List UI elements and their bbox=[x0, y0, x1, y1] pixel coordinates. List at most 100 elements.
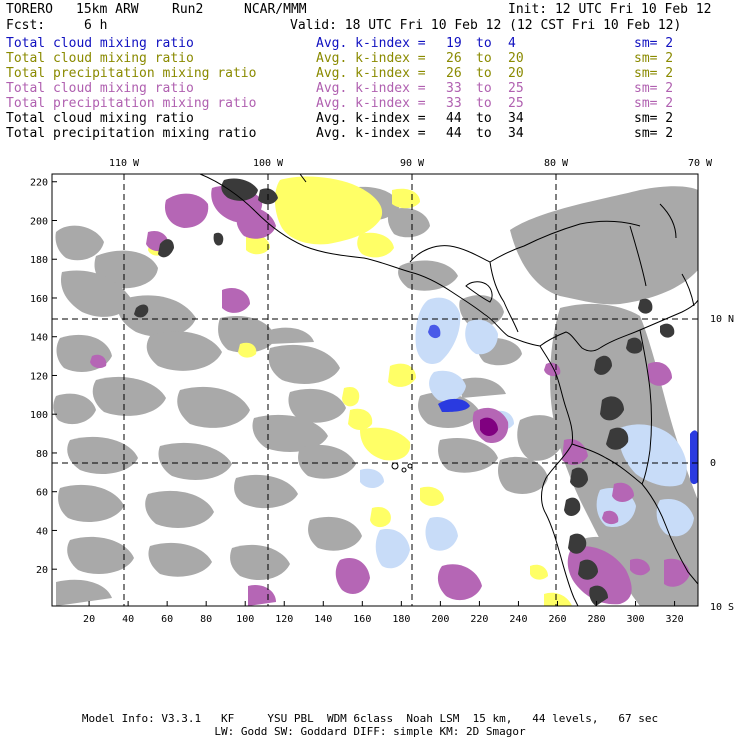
valid-time: Valid: 18 UTC Fri 10 Feb 12 (12 CST Fri … bbox=[290, 18, 682, 33]
legend-range-to: to bbox=[476, 66, 492, 81]
legend-range-high: 44 bbox=[446, 126, 462, 141]
dark-cloud-cores bbox=[134, 178, 675, 606]
run-label: Run2 bbox=[172, 2, 204, 17]
x-tick-label: 260 bbox=[548, 614, 566, 625]
lon-label: 80 W bbox=[544, 158, 569, 169]
legend-field-name: Total cloud mixing ratio bbox=[6, 51, 194, 66]
x-tick-label: 160 bbox=[353, 614, 371, 625]
legend-field-name: Total precipitation mixing ratio bbox=[6, 126, 257, 141]
legend-range-high: 44 bbox=[446, 111, 462, 126]
legend-range-low: 34 bbox=[508, 111, 524, 126]
x-tick-label: 120 bbox=[275, 614, 293, 625]
legend-range-to: to bbox=[476, 96, 492, 111]
legend-avg-label: Avg. k-index = bbox=[316, 66, 426, 81]
y-tick-label: 220 bbox=[30, 178, 48, 189]
x-tick-label: 100 bbox=[236, 614, 254, 625]
legend-range-high: 33 bbox=[446, 96, 462, 111]
y-tick-label: 100 bbox=[30, 410, 48, 421]
model-name: TORERO bbox=[6, 2, 53, 17]
x-tick-label: 20 bbox=[83, 614, 95, 625]
lat-label: 10 N bbox=[710, 314, 734, 325]
lon-label: 90 W bbox=[400, 158, 425, 169]
legend-field-name: Total precipitation mixing ratio bbox=[6, 66, 257, 81]
legend-row: Total precipitation mixing ratio Avg. k-… bbox=[6, 66, 734, 81]
purple-areas bbox=[90, 185, 690, 606]
legend-smoothing: sm= 2 bbox=[634, 111, 674, 126]
x-tick-label: 240 bbox=[509, 614, 527, 625]
legend-smoothing: sm= 2 bbox=[634, 51, 674, 66]
legend-range-to: to bbox=[476, 81, 492, 96]
lat-label: 0 bbox=[710, 458, 716, 469]
legend-field-name: Total cloud mixing ratio bbox=[6, 111, 194, 126]
legend-range-to: to bbox=[476, 36, 492, 51]
y-tick-label: 60 bbox=[36, 488, 48, 499]
legend-smoothing: sm= 2 bbox=[634, 96, 674, 111]
legend-range-to: to bbox=[476, 126, 492, 141]
legend-range-low: 25 bbox=[508, 81, 524, 96]
legend-avg-label: Avg. k-index = bbox=[316, 126, 426, 141]
x-tick-label: 220 bbox=[470, 614, 488, 625]
model-info: Model Info: V3.3.1 KF YSU PBL WDM 6class… bbox=[81, 712, 659, 725]
legend-range-high: 26 bbox=[446, 51, 462, 66]
legend-field-name: Total cloud mixing ratio bbox=[6, 81, 194, 96]
x-tick-label: 40 bbox=[122, 614, 134, 625]
map-frame bbox=[51, 173, 699, 607]
legend-range-to: to bbox=[476, 51, 492, 66]
fcst-label: Fcst: bbox=[6, 18, 46, 33]
y-tick-label: 200 bbox=[30, 216, 48, 227]
organization: NCAR/MMM bbox=[244, 2, 307, 17]
lon-label: 110 W bbox=[109, 158, 140, 169]
legend-range-high: 33 bbox=[446, 81, 462, 96]
x-tick-label: 280 bbox=[587, 614, 605, 625]
x-tick-label: 300 bbox=[627, 614, 645, 625]
legend-range-to: to bbox=[476, 111, 492, 126]
model-resolution: 15km ARW bbox=[76, 2, 139, 17]
y-tick-label: 160 bbox=[30, 294, 48, 305]
init-time: Init: 12 UTC Fri 10 Feb 12 bbox=[508, 2, 712, 17]
legend-avg-label: Avg. k-index = bbox=[316, 81, 426, 96]
legend-smoothing: sm= 2 bbox=[634, 81, 674, 96]
lightblue-areas bbox=[360, 297, 694, 569]
legend-avg-label: Avg. k-index = bbox=[316, 96, 426, 111]
legend-smoothing: sm= 2 bbox=[634, 126, 674, 141]
legend-range-low: 25 bbox=[508, 96, 524, 111]
legend-row: Total precipitation mixing ratio Avg. k-… bbox=[6, 126, 734, 141]
legend-row: Total precipitation mixing ratio Avg. k-… bbox=[6, 96, 734, 111]
legend-field-name: Total precipitation mixing ratio bbox=[6, 96, 257, 111]
y-tick-label: 180 bbox=[30, 255, 48, 266]
y-axis: 20 40 60 80 100 120 140 160 180 200 220 bbox=[30, 178, 57, 576]
legend-avg-label: Avg. k-index = bbox=[316, 111, 426, 126]
legend-smoothing: sm= 2 bbox=[634, 36, 674, 51]
legend-field-name: Total cloud mixing ratio bbox=[6, 36, 194, 51]
x-tick-label: 140 bbox=[314, 614, 332, 625]
legend-range-low: 20 bbox=[508, 51, 524, 66]
y-tick-label: 120 bbox=[30, 371, 48, 382]
physics-info: LW: Godd SW: Goddard DIFF: simple KM: 2D… bbox=[214, 725, 526, 738]
yellow-areas bbox=[148, 176, 572, 606]
graticule bbox=[52, 174, 698, 606]
legend-range-high: 26 bbox=[446, 66, 462, 81]
coastlines bbox=[199, 174, 698, 606]
x-tick-label: 320 bbox=[666, 614, 684, 625]
legend-avg-label: Avg. k-index = bbox=[316, 36, 426, 51]
legend-range-low: 20 bbox=[508, 66, 524, 81]
map-field-layer bbox=[52, 174, 698, 606]
y-tick-label: 140 bbox=[30, 333, 48, 344]
legend-avg-label: Avg. k-index = bbox=[316, 51, 426, 66]
x-tick-label: 60 bbox=[161, 614, 173, 625]
legend-range-low: 4 bbox=[508, 36, 516, 51]
legend-row: Total cloud mixing ratio Avg. k-index = … bbox=[6, 111, 734, 126]
legend-row: Total cloud mixing ratio Avg. k-index = … bbox=[6, 36, 734, 51]
x-tick-label: 180 bbox=[392, 614, 410, 625]
intense-areas bbox=[428, 324, 698, 485]
legend-row: Total cloud mixing ratio Avg. k-index = … bbox=[6, 81, 734, 96]
legend-smoothing: sm= 2 bbox=[634, 66, 674, 81]
legend-range-low: 34 bbox=[508, 126, 524, 141]
y-tick-label: 20 bbox=[36, 565, 48, 576]
x-tick-label: 80 bbox=[200, 614, 212, 625]
y-tick-label: 80 bbox=[36, 449, 48, 460]
x-axis: 20 40 60 80 100 120 140 160 180 200 220 240 260 280 30… bbox=[83, 601, 684, 625]
legend-row: Total cloud mixing ratio Avg. k-index = … bbox=[6, 51, 734, 66]
fcst-value: 6 h bbox=[84, 18, 108, 33]
